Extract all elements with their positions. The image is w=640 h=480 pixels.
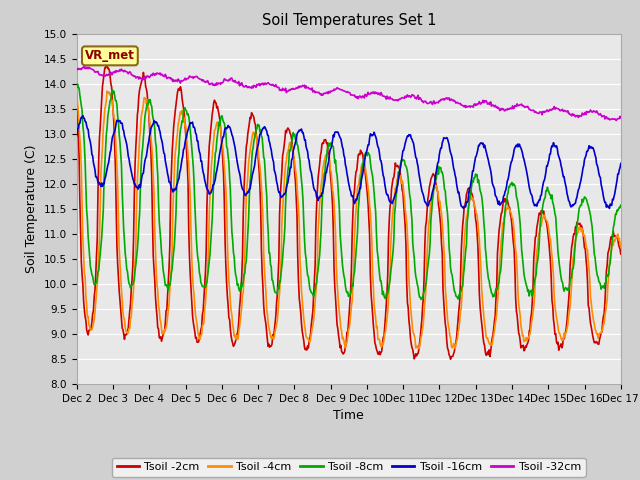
Title: Soil Temperatures Set 1: Soil Temperatures Set 1 [262, 13, 436, 28]
X-axis label: Time: Time [333, 409, 364, 422]
Legend: Tsoil -2cm, Tsoil -4cm, Tsoil -8cm, Tsoil -16cm, Tsoil -32cm: Tsoil -2cm, Tsoil -4cm, Tsoil -8cm, Tsoi… [112, 457, 586, 477]
Text: VR_met: VR_met [85, 49, 135, 62]
Y-axis label: Soil Temperature (C): Soil Temperature (C) [25, 144, 38, 273]
